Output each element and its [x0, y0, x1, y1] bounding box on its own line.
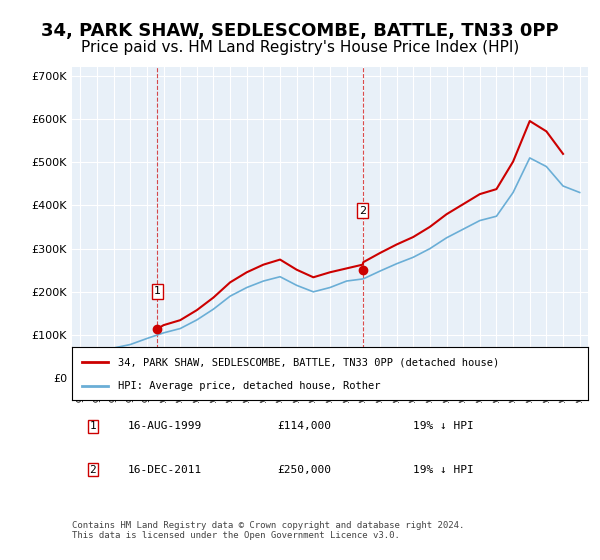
Text: 34, PARK SHAW, SEDLESCOMBE, BATTLE, TN33 0PP (detached house): 34, PARK SHAW, SEDLESCOMBE, BATTLE, TN33…	[118, 357, 500, 367]
Text: 2: 2	[359, 206, 366, 216]
Text: Price paid vs. HM Land Registry's House Price Index (HPI): Price paid vs. HM Land Registry's House …	[81, 40, 519, 55]
Text: 16-AUG-1999: 16-AUG-1999	[128, 421, 202, 431]
Text: Contains HM Land Registry data © Crown copyright and database right 2024.
This d: Contains HM Land Registry data © Crown c…	[72, 521, 464, 540]
Text: 1: 1	[154, 286, 161, 296]
Text: £114,000: £114,000	[277, 421, 331, 431]
Text: 19% ↓ HPI: 19% ↓ HPI	[413, 421, 474, 431]
Text: 1: 1	[89, 421, 96, 431]
Text: 2: 2	[89, 465, 96, 475]
Text: £250,000: £250,000	[277, 465, 331, 475]
Text: 34, PARK SHAW, SEDLESCOMBE, BATTLE, TN33 0PP: 34, PARK SHAW, SEDLESCOMBE, BATTLE, TN33…	[41, 22, 559, 40]
Text: HPI: Average price, detached house, Rother: HPI: Average price, detached house, Roth…	[118, 380, 381, 390]
Text: 19% ↓ HPI: 19% ↓ HPI	[413, 465, 474, 475]
Text: 16-DEC-2011: 16-DEC-2011	[128, 465, 202, 475]
